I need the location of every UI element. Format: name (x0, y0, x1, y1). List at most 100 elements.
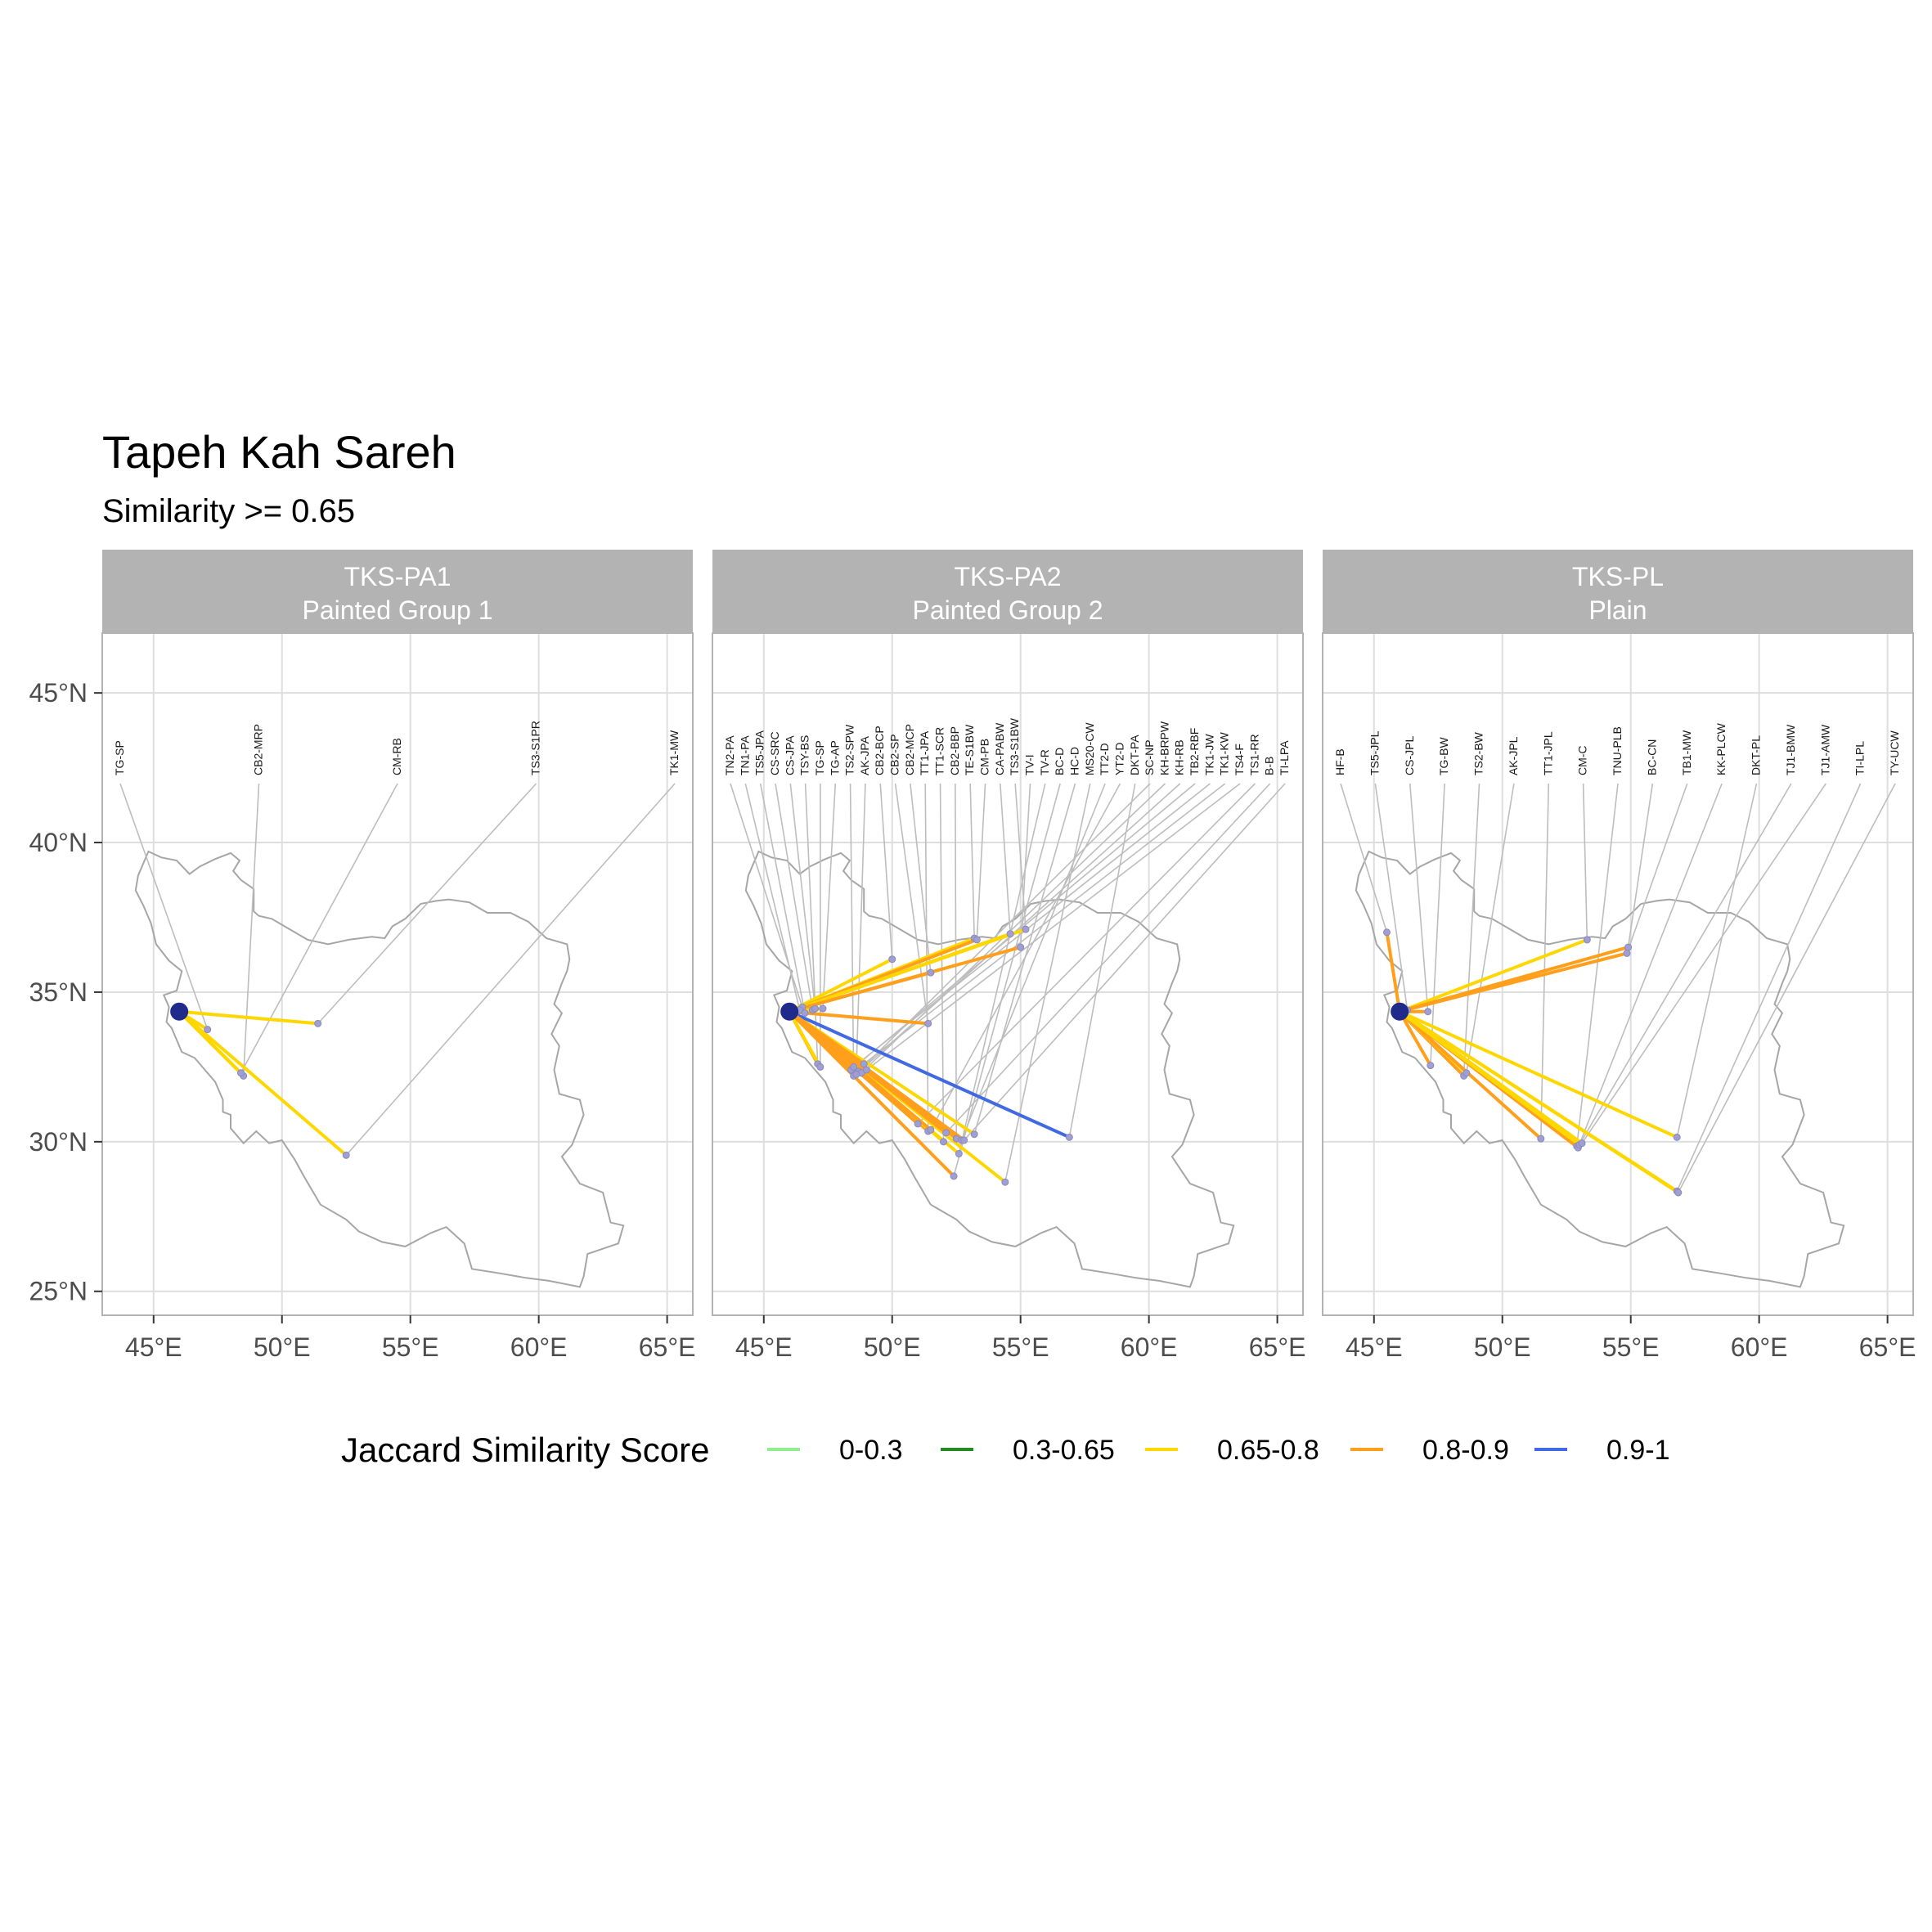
y-tick-label: 25°N (29, 1277, 88, 1306)
panel-border (712, 632, 1304, 1316)
y-tick-label: 45°N (29, 678, 88, 708)
site-label: CS-SRC (768, 731, 781, 775)
connection-lines (177, 1009, 350, 1159)
connection-line (1398, 1009, 1679, 1139)
connection-line (1398, 1009, 1543, 1141)
origin-point (780, 1002, 799, 1021)
site-label: TI-LPA (1278, 740, 1291, 775)
leader-line (1626, 783, 1688, 954)
x-tick-label: 50°E (254, 1332, 311, 1362)
leader-line (879, 783, 893, 959)
site-point (960, 1136, 968, 1144)
site-label: CB2-MRP (252, 724, 265, 775)
site-label: TN2-PA (723, 735, 736, 775)
legend: Jaccard Similarity Score 0-0.3 0.3-0.65 0.6… (341, 1431, 1670, 1469)
site-point (914, 1120, 922, 1128)
site-point (1424, 1008, 1432, 1016)
site-label: CB2-MCP (903, 724, 916, 775)
site-label: CB2-BCP (873, 726, 886, 775)
country-outline (744, 850, 1235, 1288)
site-point (862, 1066, 870, 1074)
y-tick-label: 40°N (29, 828, 88, 857)
x-tick-label: 60°E (1731, 1332, 1788, 1362)
leader-line (345, 783, 676, 1156)
site-label: TB2-RBF (1188, 728, 1201, 775)
site-point (819, 1004, 827, 1013)
site-label: TS3-S1PR (529, 721, 542, 775)
site-label: KH-RB (1173, 739, 1186, 775)
connection-line (177, 1009, 348, 1157)
leader-line (744, 783, 801, 1011)
site-point (1673, 1133, 1681, 1141)
origin-point (1391, 1002, 1409, 1021)
site-label: CS-JPL (1403, 736, 1416, 775)
facet-panel-2: TKS-PA2 Painted Group 2 TN2-PA TN1-PA TS5-JP… (712, 550, 1305, 1362)
site-point (950, 1172, 958, 1180)
site-label: TT2-D (1098, 743, 1111, 775)
site-label: CM-RB (390, 738, 403, 775)
site-point (850, 1063, 858, 1071)
facet-strip-subtitle: Plain (1588, 595, 1647, 625)
site-label: YT2-D (1112, 743, 1126, 775)
site-label: TJ1-BMW (1784, 724, 1797, 775)
site-point (940, 1138, 948, 1146)
site-labels: HF-B TS5-JPL CS-JPL TG-BW TS2-BW AK-JPL TT1-JP… (1333, 722, 1901, 1193)
leader-line (958, 783, 1046, 1154)
connection-line (1398, 1009, 1584, 1145)
site-label: TS1-RR (1247, 734, 1260, 775)
leader-line (960, 783, 1106, 1141)
leader-line (240, 783, 398, 1074)
site-label: MS20-CW (1083, 722, 1096, 775)
leader-line (853, 783, 1211, 1068)
connection-line (788, 957, 894, 1013)
y-tick-label: 30°N (29, 1127, 88, 1157)
leader-line (856, 783, 1181, 1076)
site-point (1624, 943, 1633, 951)
leader-line (1014, 783, 1027, 930)
connection-line (788, 946, 1022, 1013)
site-point (973, 936, 981, 944)
connection-line (1398, 951, 1629, 1013)
leader-line (855, 783, 866, 1073)
site-label: TK1-KW (1218, 731, 1231, 775)
leader-line (969, 783, 975, 939)
site-label: BC-CN (1645, 739, 1658, 775)
leader-line (953, 783, 1061, 1177)
facet-strip-title: TKS-PA1 (344, 562, 452, 591)
leader-line (976, 783, 986, 940)
legend-label: 0.65-0.8 (1217, 1435, 1319, 1466)
leader-line (1000, 783, 1011, 934)
connection-line (1385, 930, 1402, 1013)
site-label: TE-S1BW (963, 724, 976, 775)
x-tick-label: 60°E (1121, 1332, 1178, 1362)
leader-line (1540, 783, 1550, 1139)
leader-line (242, 783, 260, 1076)
site-label: TT1-JPL (1541, 731, 1554, 775)
y-tick-label: 35°N (29, 977, 88, 1007)
chart-title: Tapeh Kah Sareh (102, 426, 456, 478)
site-label: CA-PABW (993, 722, 1006, 775)
site-label: CM-PB (978, 739, 991, 775)
leader-line (789, 783, 816, 1009)
site-label: CB2-BBP (948, 726, 961, 775)
site-point (1427, 1062, 1435, 1070)
panel-background (1323, 633, 1913, 1315)
site-label: TB1-MW (1680, 730, 1693, 775)
site-point (811, 1004, 820, 1013)
leader-line (759, 783, 806, 1013)
site-label: HF-B (1333, 748, 1346, 775)
site-point (924, 1019, 932, 1027)
x-tick-label: 65°E (639, 1332, 696, 1362)
x-tick-label: 45°E (1346, 1332, 1403, 1362)
site-label: TK1-JW (1202, 734, 1215, 775)
site-point (1578, 1139, 1586, 1148)
leader-line (1340, 783, 1388, 933)
site-label: TV-I (1023, 754, 1036, 775)
legend-title: Jaccard Similarity Score (341, 1431, 709, 1469)
site-point (927, 968, 935, 977)
site-point (1462, 1069, 1471, 1077)
site-point (1017, 943, 1025, 951)
